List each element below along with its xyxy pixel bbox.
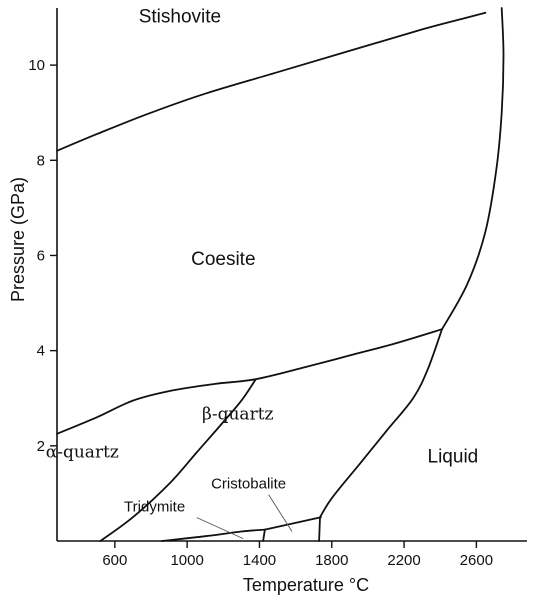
boundary-stishovite-coesite (56, 11, 487, 152)
x-tick-label: 2600 (460, 552, 493, 569)
x-tick-label: 1400 (243, 552, 276, 569)
phase-boundaries (56, 7, 505, 542)
region-label-tridymite: Tridymite (124, 498, 185, 515)
x-axis-ticks: 600 1000 1400 1800 2200 2600 (102, 541, 493, 569)
y-axis-ticks: 2 4 6 8 10 (28, 57, 57, 455)
boundary-coesite-liquid (441, 7, 505, 331)
boundary-coesite-quartz (56, 328, 443, 435)
y-tick-label: 6 (37, 247, 45, 264)
y-tick-label: 8 (37, 152, 45, 169)
x-tick-label: 1800 (315, 552, 348, 569)
boundary-cristobalite-liquid (318, 516, 321, 542)
boundary-alpha-beta-quartz (99, 378, 257, 542)
x-tick-label: 2200 (387, 552, 420, 569)
y-tick-label: 2 (37, 438, 45, 455)
region-label-coesite: Coesite (191, 249, 255, 270)
label-leader-lines (196, 494, 293, 540)
leader-line-tridymite (196, 517, 244, 540)
region-label--quartz: β-quartz (202, 405, 273, 425)
y-tick-label: 10 (28, 57, 45, 74)
plot-frame (56, 8, 527, 542)
boundary-tridymite-cristobalite (262, 528, 266, 542)
x-axis-title: Temperature °C (243, 575, 369, 595)
region-label-cristobalite: Cristobalite (211, 476, 286, 493)
boundary-quartz-liquid (319, 328, 443, 519)
y-tick-label: 4 (37, 343, 45, 360)
y-axis-title: Pressure (GPa) (8, 177, 28, 302)
phase-region-labels: Stishovite Coesite β-quartz α-quartz Liquid C… (46, 6, 478, 515)
region-label--quartz: α-quartz (46, 443, 119, 463)
x-tick-label: 600 (102, 552, 127, 569)
region-label-liquid: Liquid (428, 446, 479, 467)
region-label-stishovite: Stishovite (139, 6, 221, 27)
boundary-beta-quartz-tridymite (160, 528, 266, 542)
x-tick-label: 1000 (170, 552, 203, 569)
leader-line-cristobalite (268, 494, 293, 532)
boundary-beta-quartz-cristobalite (264, 516, 322, 531)
